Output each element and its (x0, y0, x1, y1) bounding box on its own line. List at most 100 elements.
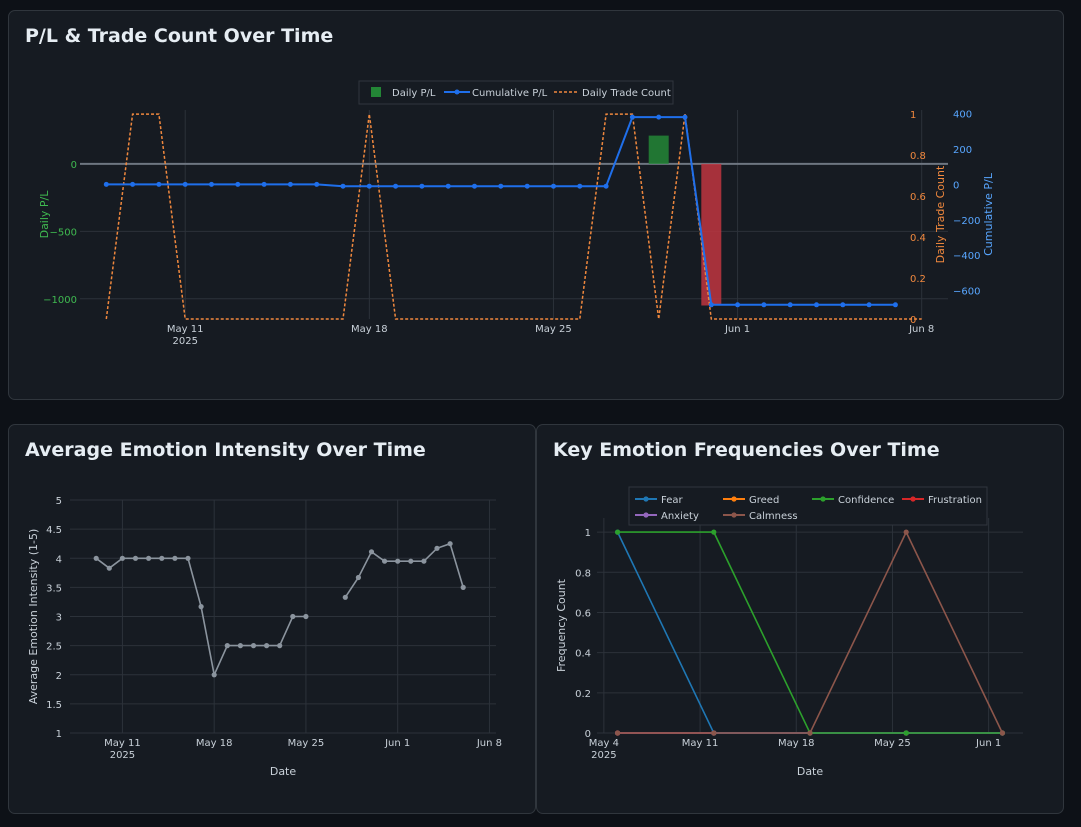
emotion-intensity-point (159, 555, 165, 561)
cumulative-point (182, 181, 188, 187)
freq-point-confidence (711, 529, 717, 535)
freq-line-fear (616, 531, 1003, 734)
freq-point-calmness (807, 730, 813, 736)
cumulative-point (814, 302, 819, 308)
cumulative-point (735, 302, 741, 308)
pl-bar (648, 135, 669, 164)
emotion-intensity-point (303, 613, 309, 620)
freq-legend-label-fear: Fear (661, 495, 683, 506)
emotion-intensity-point (224, 643, 230, 649)
cumulative-point (156, 181, 162, 187)
freq-legend-marker-calmness (731, 512, 737, 518)
trade-count-tick-label: 0 (910, 315, 916, 326)
emotion-y-tick-label: 5 (56, 496, 62, 507)
emotion-intensity-point (172, 555, 178, 561)
cumulative-point (472, 183, 477, 189)
pl-x-tick-label: May 11 (167, 324, 204, 335)
cumulative-point (393, 183, 399, 189)
cumulative-tick-label: 0 (953, 180, 959, 191)
freq-point-calmness (903, 529, 909, 535)
freq-y-tick-label: 1 (585, 528, 591, 539)
emotion-x-tick-label: Jun 1 (384, 738, 410, 749)
cumulative-point (551, 183, 556, 189)
emotion-x-tick-year: 2025 (110, 750, 135, 761)
cumulative-tick-label: −600 (953, 287, 980, 298)
emotion-intensity-point (132, 555, 139, 561)
freq-y-tick-label: 0.2 (575, 689, 591, 700)
emotion-intensity-point (250, 643, 257, 649)
emotion-y-tick-label: 4.5 (46, 525, 62, 536)
emotion-x-tick-label: May 18 (196, 738, 233, 749)
emotion-y-tick-label: 1 (56, 729, 62, 740)
emotion-intensity-point (355, 574, 361, 581)
cumulative-point (366, 183, 372, 189)
cumulative-point (708, 302, 714, 308)
legend-swatch-daily-pl (371, 87, 381, 97)
emotion-intensity-point (198, 604, 204, 610)
trade-count-tick-label: 0.8 (910, 151, 926, 162)
trade-count-tick-label: 0.6 (910, 192, 926, 203)
cumulative-point (498, 183, 504, 189)
emotion-intensity-point (434, 545, 440, 551)
freq-x-tick-label: Jun 1 (975, 738, 1001, 749)
emotion-intensity-point (421, 558, 427, 564)
pl-x-tick-label: Jun 1 (724, 324, 750, 335)
emotion-y-tick-label: 2.5 (46, 642, 62, 653)
freq-point-calmness (999, 730, 1006, 736)
cumulative-point (235, 181, 241, 187)
freq-legend-marker-fear (643, 496, 649, 502)
freq-y-tick-label: 0.8 (575, 568, 591, 579)
cumulative-tick-label: −400 (953, 251, 980, 262)
freq-point-confidence (903, 730, 909, 736)
freq-legend-label-calmness: Calmness (749, 511, 798, 522)
freq-y-tick-label: 0 (585, 729, 591, 740)
emotion-intensity-point (408, 558, 414, 564)
emotion-intensity-point (211, 672, 217, 678)
emotion-intensity-point (290, 613, 296, 620)
emotion-y-tick-label: 4 (56, 554, 62, 565)
cumulative-tick-label: 200 (953, 145, 972, 156)
legend-swatch-cumulative-marker (454, 89, 460, 95)
emotion-intensity-point (277, 643, 283, 649)
pl-x-tick-label: May 18 (351, 324, 388, 335)
freq-line-calmness (617, 530, 1004, 734)
cumulative-point (445, 183, 451, 189)
cumulative-point (261, 181, 267, 187)
cumulative-point (524, 183, 530, 189)
legend-label-cumulative: Cumulative P/L (472, 88, 548, 99)
legend-label-trade-count: Daily Trade Count (582, 88, 671, 99)
freq-point-calmness (711, 730, 717, 736)
pl-x-tick-year: 2025 (172, 336, 197, 347)
cumulative-point (603, 183, 609, 189)
emotion-intensity-point (264, 643, 270, 649)
freq-point-calmness (615, 730, 621, 736)
freq-x-tick-year: 2025 (591, 750, 616, 761)
freq-legend-label-greed: Greed (749, 495, 779, 506)
emotion-intensity-point (368, 549, 375, 555)
pl-x-tick-label: May 25 (535, 324, 572, 335)
freq-x-tick-label: May 11 (682, 738, 719, 749)
cumulative-axis-title: Cumulative P/L (982, 172, 995, 256)
freq-legend-marker-confidence (820, 496, 826, 502)
emotion-intensity-point (447, 541, 453, 547)
cumulative-point (682, 114, 688, 120)
emotion-intensity-point (106, 565, 112, 571)
freq-legend-label-anxiety: Anxiety (661, 511, 699, 522)
emotion-intensity-point (395, 558, 401, 564)
emotion-intensity-point (237, 643, 243, 649)
cumulative-point (419, 183, 425, 189)
freq-y-tick-label: 0.6 (575, 608, 591, 619)
trade-count-tick-label: 0.2 (910, 274, 926, 285)
emotion-intensity-point (119, 555, 125, 561)
emotion-chart-title: Average Emotion Intensity Over Time (25, 439, 426, 461)
cumulative-point (892, 302, 898, 308)
cumulative-tick-label: 400 (953, 110, 972, 121)
freq-legend-label-frustration: Frustration (928, 495, 982, 506)
freq-x-tick-label: May 4 (589, 738, 619, 749)
cumulative-point (287, 181, 293, 187)
cumulative-tick-label: −200 (953, 216, 980, 227)
freq-legend-label-confidence: Confidence (838, 495, 894, 506)
cumulative-point (787, 302, 793, 308)
pl-x-tick-label: Jun 8 (908, 324, 934, 335)
pl-card: P/L & Trade Count Over Time (8, 10, 1064, 400)
